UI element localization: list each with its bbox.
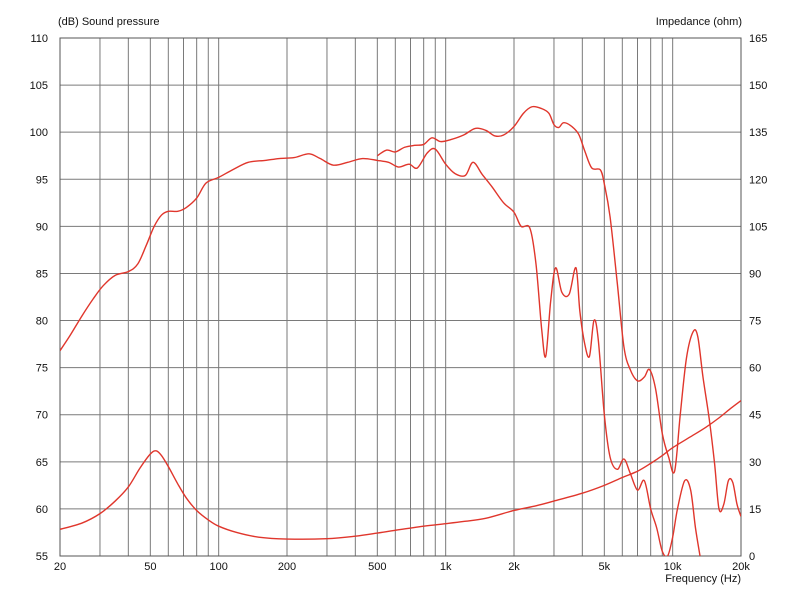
left-tick-label: 70 xyxy=(36,410,48,422)
left-tick-label: 110 xyxy=(30,33,48,45)
left-tick-label: 65 xyxy=(36,457,48,469)
right-tick-label: 75 xyxy=(749,316,761,328)
x-tick-label: 100 xyxy=(209,561,227,573)
left-tick-label: 95 xyxy=(36,174,48,186)
left-tick-labels: 55 60 65 70 75 80 85 90 95 100 105 110 xyxy=(30,33,48,563)
left-tick-label: 90 xyxy=(36,221,48,233)
major-gridlines xyxy=(60,84,741,510)
left-axis-title: (dB) Sound pressure xyxy=(58,16,160,28)
x-tick-label: 1k xyxy=(440,561,452,573)
right-tick-label: 90 xyxy=(749,268,761,280)
series-line-3 xyxy=(60,400,741,540)
right-tick-label: 120 xyxy=(749,174,767,186)
right-axis-title: Impedance (ohm) xyxy=(656,16,742,28)
left-tick-label: 100 xyxy=(30,127,48,139)
left-tick-label: 105 xyxy=(30,80,48,92)
right-tick-label: 150 xyxy=(749,80,767,92)
right-tick-label: 105 xyxy=(749,221,767,233)
x-tick-label: 20k xyxy=(732,561,750,573)
x-tick-label: 200 xyxy=(278,561,296,573)
x-tick-label: 10k xyxy=(664,561,682,573)
right-tick-label: 15 xyxy=(749,504,761,516)
series-group xyxy=(60,105,741,556)
right-tick-labels: 0 15 30 45 60 75 90 105 120 135 150 165 xyxy=(749,33,767,563)
x-tick-label: 20 xyxy=(54,561,66,573)
right-tick-label: 135 xyxy=(749,127,767,139)
left-tick-label: 75 xyxy=(36,363,48,375)
left-tick-label: 85 xyxy=(36,268,48,280)
right-tick-label: 165 xyxy=(749,33,767,45)
series-line-1 xyxy=(60,147,701,556)
left-tick-label: 60 xyxy=(36,504,48,516)
right-tick-label: 0 xyxy=(749,551,755,563)
x-tick-label: 50 xyxy=(144,561,156,573)
series-line-2 xyxy=(376,105,741,517)
x-tick-label: 500 xyxy=(368,561,386,573)
left-tick-label: 80 xyxy=(36,316,48,328)
right-tick-label: 45 xyxy=(749,410,761,422)
right-tick-label: 30 xyxy=(749,457,761,469)
x-tick-label: 2k xyxy=(508,561,520,573)
x-tick-label: 5k xyxy=(599,561,611,573)
x-axis-title: Frequency (Hz) xyxy=(665,573,741,585)
right-tick-label: 60 xyxy=(749,363,761,375)
left-tick-label: 55 xyxy=(36,551,48,563)
x-tick-labels: 20 50 100 200 500 1k 2k 5k 10k 20k xyxy=(54,561,750,573)
minor-gridlines xyxy=(99,38,674,556)
plot-frame xyxy=(59,37,742,557)
